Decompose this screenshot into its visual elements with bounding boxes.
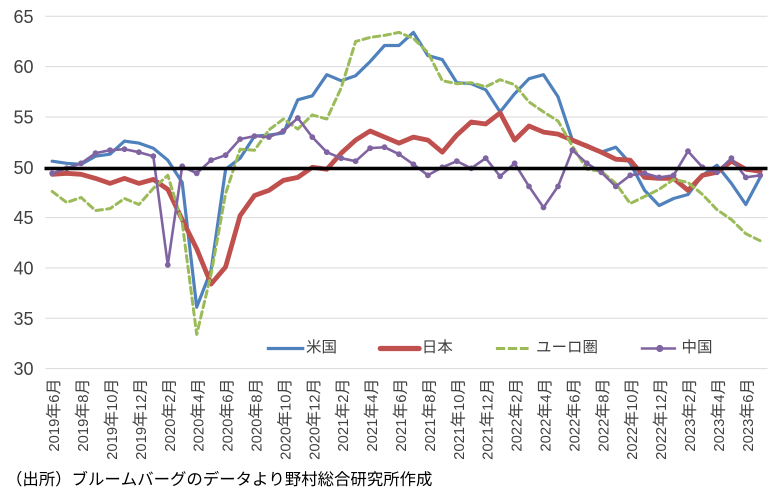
svg-text:2021: 2021 [481,427,497,460]
svg-text:8: 8 [423,394,439,402]
svg-text:30: 30 [13,359,33,379]
svg-text:2022: 2022 [596,419,612,452]
svg-text:2023: 2023 [683,419,699,452]
svg-text:12: 12 [307,394,323,410]
svg-text:2020: 2020 [163,419,179,452]
svg-text:2: 2 [163,394,179,402]
svg-text:10: 10 [105,394,121,410]
svg-text:2021: 2021 [365,419,381,452]
svg-text:2019: 2019 [134,427,150,460]
svg-text:2019: 2019 [76,419,92,452]
svg-text:12: 12 [481,394,497,410]
svg-text:6: 6 [741,394,757,402]
svg-text:8: 8 [250,394,266,402]
svg-text:2020: 2020 [250,419,266,452]
svg-text:6: 6 [567,394,583,402]
svg-text:8: 8 [596,394,612,402]
svg-text:60: 60 [13,57,33,77]
svg-text:2022: 2022 [567,419,583,452]
svg-text:40: 40 [13,259,33,279]
svg-text:6: 6 [47,394,63,402]
svg-text:4: 4 [712,394,728,402]
svg-text:10: 10 [278,394,294,410]
svg-text:12: 12 [654,394,670,410]
svg-text:10: 10 [452,394,468,410]
svg-text:50: 50 [13,158,33,178]
svg-text:2020: 2020 [192,419,208,452]
svg-text:2021: 2021 [452,427,468,460]
svg-text:35: 35 [13,309,33,329]
svg-text:4: 4 [539,394,555,402]
svg-text:2: 2 [683,394,699,402]
svg-text:2019: 2019 [105,427,121,460]
svg-text:2: 2 [336,394,352,402]
svg-text:2: 2 [510,394,526,402]
svg-text:12: 12 [134,394,150,410]
svg-text:2021: 2021 [423,419,439,452]
svg-text:2023: 2023 [741,419,757,452]
svg-text:6: 6 [221,394,237,402]
svg-text:2022: 2022 [510,419,526,452]
svg-text:65: 65 [13,7,33,27]
svg-text:6: 6 [394,394,410,402]
svg-text:4: 4 [192,394,208,402]
svg-text:2020: 2020 [307,427,323,460]
svg-text:10: 10 [625,394,641,410]
svg-text:45: 45 [13,208,33,228]
svg-text:2022: 2022 [654,427,670,460]
svg-text:4: 4 [365,394,381,402]
svg-text:2022: 2022 [625,427,641,460]
svg-text:2020: 2020 [278,427,294,460]
svg-text:2021: 2021 [394,419,410,452]
svg-text:2023: 2023 [712,419,728,452]
svg-text:2021: 2021 [336,419,352,452]
svg-text:8: 8 [76,394,92,402]
svg-text:55: 55 [13,108,33,128]
svg-text:2020: 2020 [221,419,237,452]
svg-text:2022: 2022 [539,419,555,452]
svg-text:2019: 2019 [47,419,63,452]
